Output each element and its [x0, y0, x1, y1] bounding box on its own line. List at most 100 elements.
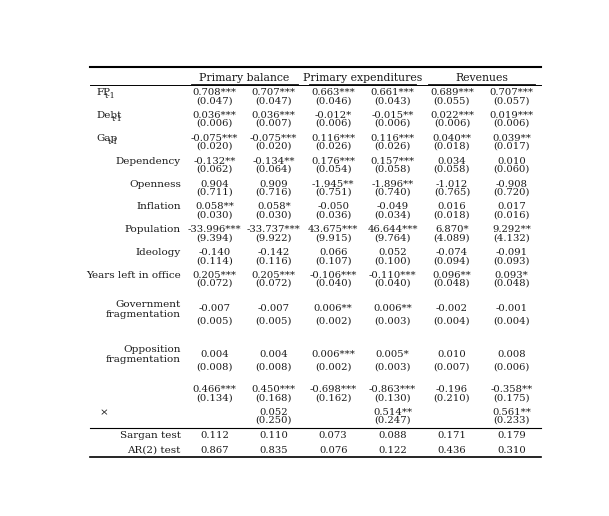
Text: (0.720): (0.720): [493, 187, 530, 197]
Text: (0.116): (0.116): [255, 256, 292, 265]
Text: 0.034: 0.034: [438, 157, 466, 166]
Text: (0.162): (0.162): [315, 393, 351, 402]
Text: (0.054): (0.054): [315, 165, 351, 174]
Text: -0.106***: -0.106***: [309, 271, 357, 280]
Text: (0.175): (0.175): [493, 393, 530, 402]
Text: (0.094): (0.094): [434, 256, 470, 265]
Text: (0.711): (0.711): [196, 187, 233, 197]
Text: 0.019***: 0.019***: [490, 111, 533, 120]
Text: -0.002: -0.002: [436, 304, 468, 313]
Text: 43.675***: 43.675***: [308, 225, 358, 234]
Text: -1.012: -1.012: [436, 180, 468, 188]
Text: 0.036***: 0.036***: [252, 111, 296, 120]
Text: 0.073: 0.073: [319, 431, 348, 440]
Text: (0.716): (0.716): [256, 187, 292, 197]
Text: 0.205***: 0.205***: [252, 271, 296, 280]
Text: (0.018): (0.018): [434, 142, 470, 151]
Text: Opposition: Opposition: [123, 345, 181, 354]
Text: (0.017): (0.017): [493, 142, 530, 151]
Text: (0.006): (0.006): [196, 119, 233, 128]
Text: Years left in office: Years left in office: [86, 271, 181, 280]
Text: Gap: Gap: [96, 134, 118, 143]
Text: 0.006***: 0.006***: [311, 350, 355, 359]
Text: (0.040): (0.040): [375, 279, 411, 288]
Text: (0.040): (0.040): [315, 279, 351, 288]
Text: -0.001: -0.001: [495, 304, 527, 313]
Text: 0.052: 0.052: [259, 408, 288, 417]
Text: 0.040**: 0.040**: [432, 134, 471, 143]
Text: (0.058): (0.058): [375, 165, 411, 174]
Text: 0.909: 0.909: [259, 180, 288, 188]
Text: -0.698***: -0.698***: [309, 385, 357, 394]
Text: (0.134): (0.134): [196, 393, 233, 402]
Text: (0.072): (0.072): [196, 279, 233, 288]
Text: 0.039**: 0.039**: [492, 134, 531, 143]
Text: (0.210): (0.210): [434, 393, 470, 402]
Text: Primary balance: Primary balance: [199, 73, 289, 84]
Text: -0.007: -0.007: [199, 304, 230, 313]
Text: 0.058**: 0.058**: [195, 202, 234, 212]
Text: (0.018): (0.018): [434, 211, 470, 219]
Text: (0.048): (0.048): [493, 279, 530, 288]
Text: Government: Government: [116, 300, 181, 309]
Text: (4.089): (4.089): [434, 233, 470, 242]
Text: 0.058*: 0.058*: [257, 202, 290, 212]
Text: -0.007: -0.007: [258, 304, 290, 313]
Text: (0.004): (0.004): [493, 317, 530, 326]
Text: 0.904: 0.904: [200, 180, 229, 188]
Text: 0.017: 0.017: [497, 202, 526, 212]
Text: 0.008: 0.008: [497, 350, 526, 359]
Text: (0.008): (0.008): [196, 362, 233, 372]
Text: 0.010: 0.010: [438, 350, 466, 359]
Text: fragmentation: fragmentation: [106, 356, 181, 364]
Text: Debt: Debt: [96, 111, 122, 120]
Text: 0.016: 0.016: [438, 202, 466, 212]
Text: (0.100): (0.100): [375, 256, 411, 265]
Text: -0.015**: -0.015**: [371, 111, 414, 120]
Text: 0.036***: 0.036***: [192, 111, 236, 120]
Text: 0.112: 0.112: [200, 431, 229, 440]
Text: -0.132**: -0.132**: [193, 157, 236, 166]
Text: -0.050: -0.050: [317, 202, 349, 212]
Text: (0.048): (0.048): [434, 279, 470, 288]
Text: 0.022***: 0.022***: [430, 111, 474, 120]
Text: -33.737***: -33.737***: [247, 225, 301, 234]
Text: (0.047): (0.047): [196, 96, 233, 105]
Text: 0.707***: 0.707***: [490, 88, 533, 97]
Text: 0.096**: 0.096**: [432, 271, 471, 280]
Text: 0.466***: 0.466***: [192, 385, 236, 394]
Text: (0.093): (0.093): [493, 256, 530, 265]
Text: (0.751): (0.751): [315, 187, 351, 197]
Text: 0.010: 0.010: [497, 157, 526, 166]
Text: t-1: t-1: [108, 138, 119, 146]
Text: (0.003): (0.003): [375, 362, 411, 372]
Text: Inflation: Inflation: [136, 202, 181, 212]
Text: AR(2) test: AR(2) test: [127, 446, 181, 455]
Text: (0.006): (0.006): [434, 119, 470, 128]
Text: (0.016): (0.016): [493, 211, 530, 219]
Text: 0.176***: 0.176***: [311, 157, 355, 166]
Text: 0.707***: 0.707***: [252, 88, 296, 97]
Text: (0.030): (0.030): [256, 211, 292, 219]
Text: (0.006): (0.006): [315, 119, 351, 128]
Text: (0.007): (0.007): [256, 119, 292, 128]
Text: (0.765): (0.765): [434, 187, 470, 197]
Text: Openness: Openness: [129, 180, 181, 188]
Text: 0.514**: 0.514**: [373, 408, 412, 417]
Text: 0.205***: 0.205***: [192, 271, 236, 280]
Text: (0.247): (0.247): [375, 416, 411, 425]
Text: (0.114): (0.114): [196, 256, 233, 265]
Text: (0.062): (0.062): [196, 165, 233, 174]
Text: (0.006): (0.006): [375, 119, 411, 128]
Text: (0.026): (0.026): [375, 142, 411, 151]
Text: (0.047): (0.047): [255, 96, 292, 105]
Text: 0.835: 0.835: [259, 446, 288, 455]
Text: Dependency: Dependency: [116, 157, 181, 166]
Text: -0.196: -0.196: [436, 385, 468, 394]
Text: -0.091: -0.091: [495, 248, 527, 257]
Text: (0.034): (0.034): [375, 211, 411, 219]
Text: 0.663***: 0.663***: [311, 88, 355, 97]
Text: -0.110***: -0.110***: [369, 271, 417, 280]
Text: (0.006): (0.006): [493, 119, 530, 128]
Text: -0.134**: -0.134**: [253, 157, 295, 166]
